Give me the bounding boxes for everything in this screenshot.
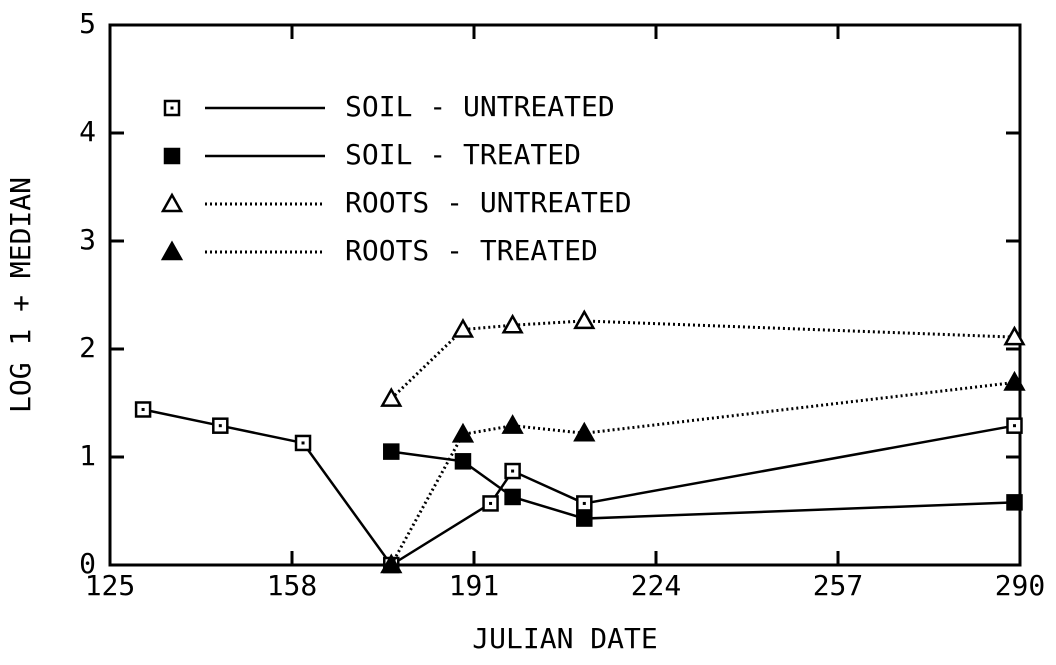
- marker: [380, 553, 403, 574]
- marker: [451, 422, 475, 443]
- marker: [380, 387, 403, 407]
- marker-dot: [301, 441, 305, 445]
- y-tick-label: 3: [79, 223, 96, 256]
- legend-label: ROOTS - TREATED: [345, 234, 598, 267]
- plot-frame: [108, 23, 1022, 567]
- legend-marker: [160, 192, 184, 213]
- legend-marker: [160, 240, 184, 261]
- marker: [454, 453, 472, 470]
- marker: [451, 318, 475, 338]
- marker: [573, 309, 596, 330]
- y-tick-label: 5: [79, 7, 96, 40]
- x-tick-label: 158: [267, 569, 318, 602]
- marker: [573, 421, 596, 442]
- y-tick-label: 0: [79, 547, 96, 580]
- x-tick-label: 191: [449, 569, 500, 602]
- marker: [1003, 325, 1026, 346]
- marker: [501, 313, 524, 334]
- legend-label: SOIL - UNTREATED: [345, 90, 615, 123]
- x-axis-label: JULIAN DATE: [472, 622, 657, 655]
- x-tick-label: 290: [995, 569, 1046, 602]
- marker: [383, 443, 400, 460]
- marker: [501, 414, 524, 434]
- marker-dot: [489, 501, 493, 505]
- legend-label: SOIL - TREATED: [345, 138, 581, 171]
- legend-marker: [163, 147, 181, 165]
- marker: [576, 510, 593, 527]
- marker-dot: [218, 424, 222, 428]
- y-tick-label: 4: [79, 115, 96, 148]
- marker-dot: [170, 106, 174, 110]
- marker-dot: [141, 407, 145, 411]
- y-tick-label: 1: [79, 439, 96, 472]
- marker: [1003, 370, 1026, 391]
- marker: [1006, 494, 1023, 511]
- legend-label: ROOTS - UNTREATED: [345, 186, 632, 219]
- x-tick-label: 125: [85, 569, 136, 602]
- marker-dot: [1012, 424, 1016, 428]
- marker-dot: [582, 501, 586, 505]
- y-tick-label: 2: [79, 331, 96, 364]
- y-axis-label: LOG 1 + MEDIAN: [4, 177, 37, 413]
- marker-dot: [511, 469, 515, 473]
- marker: [504, 488, 521, 506]
- series-line: [142, 408, 1015, 567]
- x-tick-label: 257: [813, 569, 864, 602]
- series-line: [390, 319, 1015, 400]
- series-line: [389, 380, 1015, 566]
- x-tick-label: 224: [631, 569, 682, 602]
